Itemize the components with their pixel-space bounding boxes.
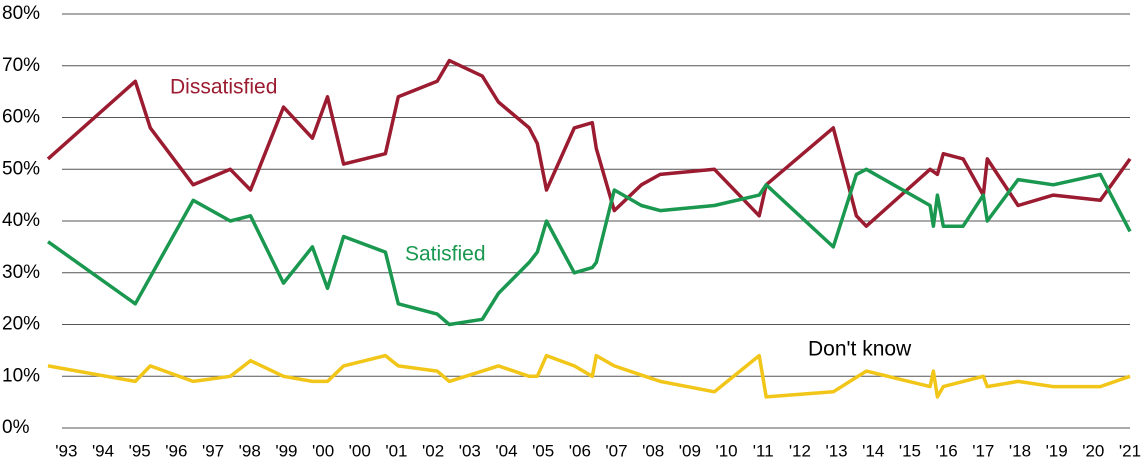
x-tick-label: '21 — [1119, 441, 1141, 460]
x-tick-label: '98 — [239, 441, 261, 460]
x-tick-label: '93 — [55, 441, 77, 460]
x-tick-label: '02 — [422, 441, 444, 460]
x-tick-label: '01 — [385, 441, 407, 460]
x-tick-label: '04 — [495, 441, 517, 460]
x-tick-label: '06 — [569, 441, 591, 460]
series-line — [47, 353, 1131, 399]
x-tick-label: '15 — [899, 441, 921, 460]
series-label: Don't know — [808, 338, 912, 361]
x-tick-label: '18 — [1009, 441, 1031, 460]
x-tick-label: '94 — [92, 441, 114, 460]
y-tick-label: 20% — [2, 314, 40, 335]
x-tick-label: '20 — [1082, 441, 1104, 460]
y-tick-label: 40% — [2, 210, 40, 231]
y-tick-label: 80% — [2, 3, 40, 24]
x-tick-label: '16 — [936, 441, 958, 460]
x-tick-label: '95 — [129, 441, 151, 460]
series-label: Satisfied — [405, 243, 486, 266]
series-label: Dissatisfied — [170, 76, 277, 99]
x-tick-label: '07 — [605, 441, 627, 460]
y-tick-label: 50% — [2, 158, 40, 179]
x-tick-label: '19 — [1046, 441, 1068, 460]
x-tick-label: '00 — [349, 441, 371, 460]
y-tick-label: 0% — [2, 417, 30, 438]
x-tick-label: '09 — [679, 441, 701, 460]
x-tick-label: '10 — [715, 441, 737, 460]
x-tick-label: '96 — [165, 441, 187, 460]
x-tick-label: '14 — [862, 441, 884, 460]
y-tick-label: 30% — [2, 262, 40, 283]
y-tick-label: 70% — [2, 55, 40, 76]
x-tick-label: '00 — [312, 441, 334, 460]
x-tick-label: '99 — [275, 441, 297, 460]
x-tick-label: '11 — [753, 441, 774, 460]
y-tick-label: 60% — [2, 107, 40, 128]
x-tick-label: '97 — [202, 441, 224, 460]
y-tick-label: 10% — [2, 365, 40, 386]
x-tick-label: '12 — [789, 441, 811, 460]
series-line — [46, 167, 1132, 327]
x-tick-label: '13 — [825, 441, 847, 460]
series-line — [46, 58, 1132, 228]
x-tick-label: '08 — [642, 441, 664, 460]
x-tick-label: '17 — [972, 441, 994, 460]
x-tick-label: '03 — [459, 441, 481, 460]
x-tick-label: '05 — [532, 441, 554, 460]
